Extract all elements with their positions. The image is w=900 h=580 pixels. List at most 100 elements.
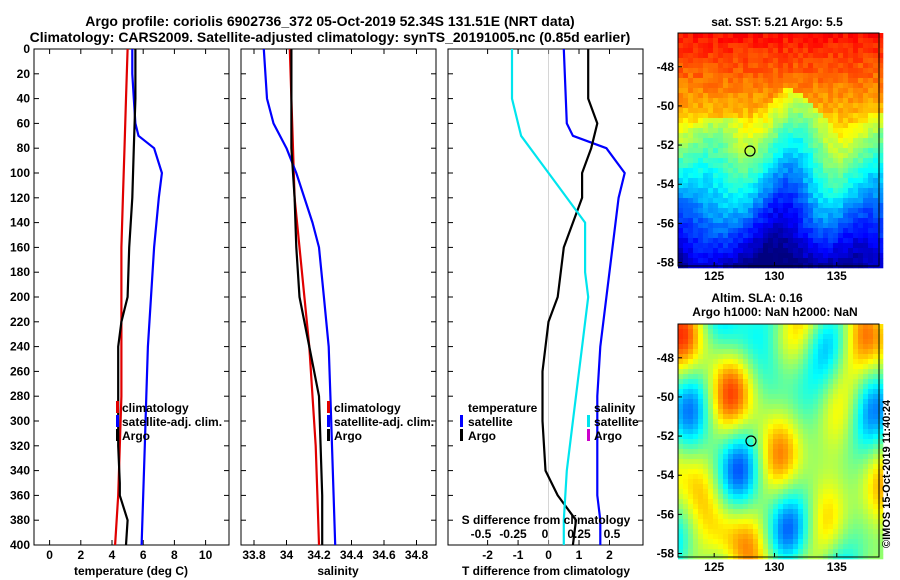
map-cell [698,178,704,184]
map-cell [708,494,714,500]
map-cell [703,203,709,209]
map-cell [868,544,874,550]
map-cell [823,123,829,129]
map-cell [763,233,769,239]
map-cell [758,183,764,189]
map-cell [728,243,734,249]
map-cell [823,534,829,540]
map-cell [693,253,699,259]
map-cell [773,113,779,119]
map-cell [843,404,849,410]
map-cell [778,223,784,229]
map-cell [873,173,879,179]
map-cell [743,419,749,425]
map-cell [713,113,719,119]
map-cell [748,183,754,189]
map-cell [703,83,709,89]
map-cell [788,409,794,415]
map-cell [783,494,789,500]
map-cell [748,364,754,370]
map-cell [858,524,864,530]
map-cell [833,414,839,420]
map-cell [733,213,739,219]
map-cell [833,123,839,129]
map-cell [743,228,749,234]
map-cell [798,374,804,380]
map-cell [703,78,709,84]
map-cell [868,424,874,430]
map-cell [713,479,719,485]
map-cell [828,128,834,134]
map-cell [758,399,764,405]
map-cell [773,324,779,330]
map-cell [703,93,709,99]
map-cell [733,63,739,69]
map-cell [863,168,869,174]
map-cell [748,449,754,455]
map-cell [843,258,849,264]
map-cell [768,444,774,450]
map-cell [798,399,804,405]
map-cell [798,429,804,435]
map-cell [858,68,864,74]
map-cell [768,509,774,515]
map-cell [783,223,789,229]
map-cell [813,233,819,239]
map-cell [823,223,829,229]
map-cell [738,504,744,510]
map-cell [703,123,709,129]
map-cell [768,128,774,134]
map-cell [833,68,839,74]
map-cell [703,238,709,244]
map-cell [683,133,689,139]
map-cell [808,479,814,485]
map-cell [683,148,689,154]
map-cell [733,168,739,174]
map-cell [753,364,759,370]
map-cell [723,173,729,179]
map-cell [853,489,859,495]
map-cell [848,83,854,89]
map-cell [813,464,819,470]
map-cell [823,474,829,480]
map-cell [748,193,754,199]
map-cell [758,78,764,84]
map-cell [788,364,794,370]
s-tick-label: 0.25 [567,527,591,541]
map-cell [778,258,784,264]
map-cell [773,354,779,360]
map-cell [868,524,874,530]
map-cell [703,519,709,525]
map-cell [838,108,844,114]
map-cell [823,213,829,219]
map-cell [773,389,779,395]
map-cell [783,414,789,420]
map-cell [768,203,774,209]
map-cell [828,33,834,39]
map-cell [873,158,879,164]
map-cell [748,113,754,119]
map-cell [703,118,709,124]
map-cell [848,168,854,174]
map-cell [683,253,689,259]
map-cell [868,439,874,445]
map-cell [833,504,839,510]
map-cell [763,78,769,84]
map-cell [748,68,754,74]
map-cell [868,349,874,355]
map-cell [783,218,789,224]
map-cell [678,198,684,204]
map-cell [808,148,814,154]
map-cell [723,163,729,169]
map-y-tick-label: -56 [657,507,675,521]
map-cell [863,138,869,144]
map-cell [713,68,719,74]
map-cell [748,429,754,435]
map-cell [748,238,754,244]
map-cell [708,128,714,134]
map-cell [753,153,759,159]
map-cell [688,108,694,114]
map-cell [688,379,694,385]
map-cell [858,404,864,410]
map-cell [758,334,764,340]
